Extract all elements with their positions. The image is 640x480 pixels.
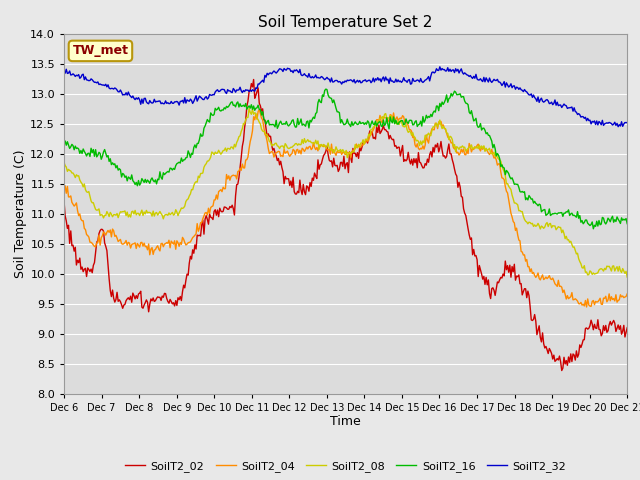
SoilT2_08 — [523, 219, 531, 225]
SoilT2_04 — [397, 115, 404, 121]
SoilT2_08 — [611, 268, 619, 274]
SoilT2_04 — [366, 133, 374, 139]
SoilT2_32 — [623, 120, 631, 125]
SoilT2_32 — [396, 79, 403, 84]
SoilT2_08 — [329, 147, 337, 153]
SoilT2_32 — [365, 77, 372, 83]
SoilT2_02 — [612, 329, 620, 335]
SoilT2_32 — [611, 120, 619, 125]
Line: SoilT2_32: SoilT2_32 — [64, 67, 627, 127]
SoilT2_04 — [623, 291, 631, 297]
SoilT2_16 — [322, 86, 330, 92]
Text: TW_met: TW_met — [72, 44, 129, 58]
Y-axis label: Soil Temperature (C): Soil Temperature (C) — [15, 149, 28, 278]
SoilT2_32 — [60, 69, 68, 75]
Line: SoilT2_04: SoilT2_04 — [64, 110, 627, 307]
SoilT2_32 — [523, 89, 531, 95]
SoilT2_04 — [255, 107, 263, 113]
SoilT2_16 — [329, 100, 337, 106]
SoilT2_32 — [328, 75, 335, 81]
SoilT2_32 — [436, 64, 444, 70]
SoilT2_16 — [523, 195, 531, 201]
SoilT2_04 — [523, 257, 531, 263]
SoilT2_02 — [397, 153, 404, 159]
SoilT2_08 — [623, 274, 631, 280]
SoilT2_04 — [329, 150, 337, 156]
SoilT2_16 — [623, 221, 631, 227]
SoilT2_04 — [583, 304, 591, 310]
SoilT2_02 — [558, 368, 566, 373]
SoilT2_08 — [245, 106, 253, 111]
Legend: SoilT2_02, SoilT2_04, SoilT2_08, SoilT2_16, SoilT2_32: SoilT2_02, SoilT2_04, SoilT2_08, SoilT2_… — [121, 457, 570, 477]
SoilT2_02 — [523, 295, 531, 300]
SoilT2_02 — [366, 128, 374, 134]
Line: SoilT2_16: SoilT2_16 — [64, 89, 627, 229]
SoilT2_08 — [397, 117, 404, 123]
SoilT2_02 — [329, 164, 337, 170]
SoilT2_08 — [332, 144, 340, 150]
SoilT2_08 — [366, 133, 374, 139]
SoilT2_04 — [60, 182, 68, 188]
Title: Soil Temperature Set 2: Soil Temperature Set 2 — [259, 15, 433, 30]
X-axis label: Time: Time — [330, 415, 361, 429]
SoilT2_04 — [332, 153, 340, 158]
SoilT2_32 — [331, 78, 339, 84]
SoilT2_16 — [60, 139, 68, 144]
SoilT2_02 — [332, 163, 340, 168]
SoilT2_02 — [60, 198, 68, 204]
SoilT2_02 — [623, 325, 631, 331]
SoilT2_16 — [612, 218, 620, 224]
SoilT2_04 — [612, 292, 620, 298]
SoilT2_16 — [589, 226, 597, 232]
Line: SoilT2_02: SoilT2_02 — [64, 80, 627, 371]
SoilT2_08 — [60, 159, 68, 165]
Line: SoilT2_08: SoilT2_08 — [64, 108, 627, 277]
SoilT2_16 — [397, 119, 404, 124]
SoilT2_16 — [366, 125, 374, 131]
SoilT2_32 — [614, 124, 622, 130]
SoilT2_16 — [332, 105, 340, 111]
SoilT2_02 — [250, 77, 257, 83]
